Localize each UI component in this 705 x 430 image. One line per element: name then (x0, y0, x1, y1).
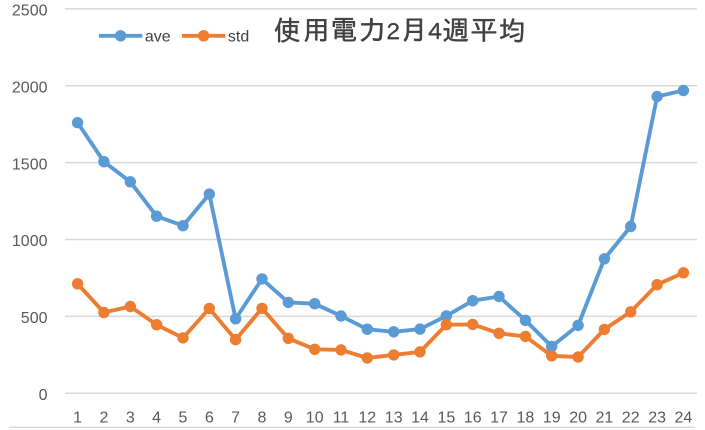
svg-text:7: 7 (231, 410, 240, 427)
svg-text:13: 13 (385, 410, 403, 427)
svg-text:ave: ave (145, 28, 171, 45)
svg-text:6: 6 (205, 410, 214, 427)
svg-text:1000: 1000 (12, 233, 48, 250)
svg-text:std: std (228, 28, 249, 45)
svg-text:14: 14 (411, 410, 429, 427)
svg-text:11: 11 (333, 410, 350, 427)
svg-text:17: 17 (490, 410, 508, 427)
svg-text:19: 19 (543, 410, 561, 427)
svg-text:2000: 2000 (12, 79, 48, 96)
svg-text:8: 8 (258, 410, 267, 427)
svg-text:12: 12 (358, 410, 376, 427)
svg-text:1500: 1500 (12, 156, 48, 173)
svg-text:4: 4 (152, 410, 161, 427)
svg-text:18: 18 (517, 410, 535, 427)
svg-text:15: 15 (438, 410, 456, 427)
svg-text:22: 22 (622, 410, 640, 427)
svg-text:21: 21 (596, 410, 614, 427)
svg-text:23: 23 (648, 410, 666, 427)
svg-text:20: 20 (569, 410, 587, 427)
svg-text:16: 16 (464, 410, 482, 427)
svg-text:24: 24 (675, 410, 693, 427)
svg-text:9: 9 (284, 410, 293, 427)
svg-text:2: 2 (99, 410, 108, 427)
svg-text:10: 10 (306, 410, 324, 427)
svg-text:5: 5 (179, 410, 188, 427)
svg-text:3: 3 (126, 410, 135, 427)
svg-text:2500: 2500 (12, 3, 48, 20)
svg-text:500: 500 (21, 310, 48, 327)
svg-text:0: 0 (39, 387, 48, 404)
svg-text:1: 1 (73, 410, 82, 427)
